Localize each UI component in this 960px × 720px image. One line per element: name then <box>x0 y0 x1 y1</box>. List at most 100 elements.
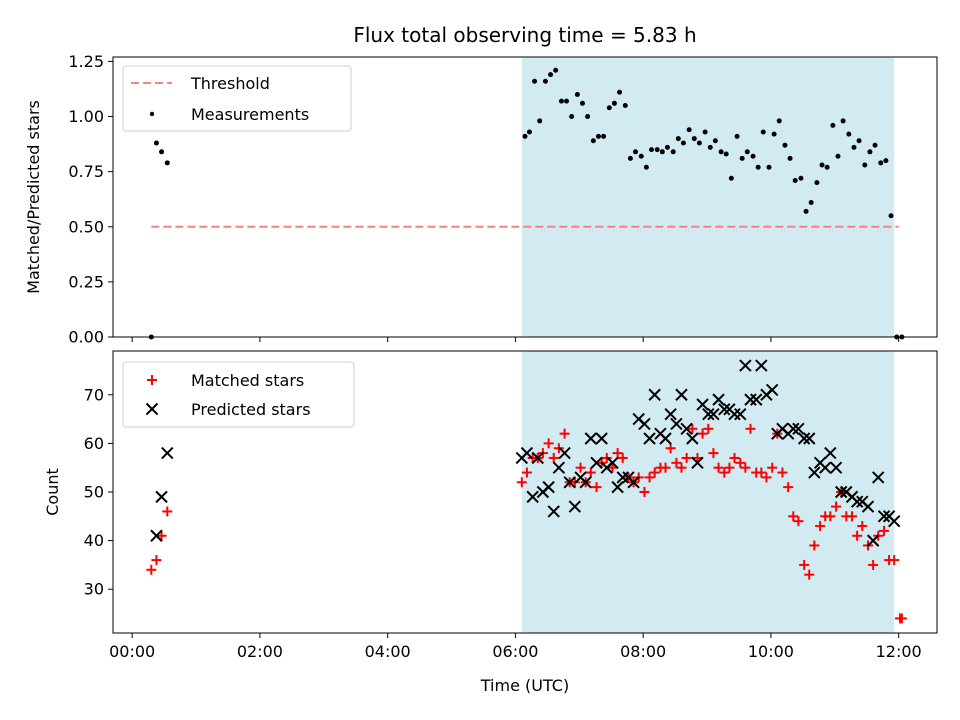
cross-b <box>824 446 837 460</box>
matched-point <box>521 467 532 478</box>
matched-point <box>671 457 682 468</box>
measurement-point <box>734 133 740 139</box>
measurement-point <box>153 140 159 146</box>
measurement-point <box>522 133 528 139</box>
matched-point <box>548 452 559 463</box>
top-y-axis-label: Matched/Predicted stars <box>24 100 43 294</box>
measurement-point <box>617 89 623 95</box>
measurement-point <box>776 118 782 124</box>
predicted-point <box>542 480 555 494</box>
matched-point <box>868 559 879 570</box>
measurement-point <box>755 164 761 170</box>
measurement-point <box>638 153 644 159</box>
cross-b <box>728 407 741 421</box>
measurement-point <box>712 138 718 144</box>
predicted-point <box>877 510 891 523</box>
bottom-x-ticks: 00:00 02:00 04:00 06:00 08:00 10:00 12:00 <box>109 633 922 661</box>
cross-b <box>850 495 864 508</box>
measurement-point <box>718 149 724 155</box>
predicted-point <box>755 359 768 372</box>
cross-b <box>680 422 693 436</box>
measurement-point <box>548 72 554 78</box>
measurement-point <box>670 149 676 155</box>
measurement-point <box>883 158 889 164</box>
predicted-point <box>638 417 651 431</box>
predicted-point <box>887 514 901 528</box>
measurement-point <box>574 91 580 97</box>
legend-predicted-swatch <box>145 402 159 416</box>
cross-b <box>675 388 688 401</box>
cross-b <box>568 500 582 513</box>
matched-point <box>162 506 173 517</box>
measurement-point <box>824 164 830 170</box>
matched-point <box>761 472 772 483</box>
cross-b <box>887 514 901 528</box>
predicted-point <box>670 417 683 431</box>
predicted-point <box>611 480 624 494</box>
cross-b <box>627 476 640 489</box>
measurement-point <box>686 127 692 133</box>
matched-point <box>591 482 602 493</box>
measurement-point <box>835 153 841 159</box>
predicted-point <box>643 432 656 445</box>
cross-b <box>611 480 624 494</box>
cross-b <box>734 407 747 421</box>
predicted-point <box>834 485 848 499</box>
measurement-point <box>633 149 639 155</box>
matched-point <box>745 423 756 434</box>
predicted-point <box>808 466 821 479</box>
predicted-point <box>547 505 560 518</box>
x-tick-label: 12:00 <box>876 642 922 661</box>
measurement-point <box>888 213 894 219</box>
observing-window-shade <box>521 57 895 337</box>
top-x-ticks <box>131 337 900 342</box>
legend-measurements-swatch <box>149 111 155 117</box>
cross-b <box>579 476 592 489</box>
measurement-point <box>585 114 591 120</box>
cross-b <box>161 446 174 460</box>
cross-b <box>755 359 768 372</box>
cross-b <box>606 456 619 470</box>
x-axis-label: Time (UTC) <box>480 676 569 695</box>
cross-b <box>834 485 848 499</box>
y-tick-label: 70 <box>84 385 104 404</box>
predicted-point <box>829 461 843 474</box>
measurement-point <box>787 155 793 161</box>
measurement-point <box>680 140 686 146</box>
x-tick-label: 10:00 <box>748 642 794 661</box>
matched-point <box>612 448 623 459</box>
measurement-point <box>643 164 649 170</box>
measurement-point <box>760 129 766 135</box>
cross-b <box>829 461 843 474</box>
measurement-point <box>606 105 612 111</box>
matched-point <box>575 462 586 473</box>
measurement-point <box>798 175 804 181</box>
measurement-point <box>595 133 601 139</box>
cross-b <box>531 451 544 465</box>
cross-b <box>803 432 816 445</box>
matched-point <box>665 443 676 454</box>
cross-b <box>765 383 779 397</box>
matched-point <box>799 559 810 570</box>
predicted-point <box>850 495 864 508</box>
top-y-ticks: 0.00 0.25 0.50 0.75 1.00 1.25 <box>68 52 113 347</box>
matched-point <box>713 462 724 473</box>
chart-title: Flux total observing time = 5.83 h <box>353 23 696 47</box>
predicted-point <box>787 422 800 436</box>
predicted-point <box>675 388 688 401</box>
measurement-point <box>532 78 538 84</box>
predicted-point <box>161 446 174 460</box>
y-tick-label: 1.25 <box>68 52 104 71</box>
measurement-point <box>622 103 628 109</box>
matched-point <box>777 467 788 478</box>
matched-point <box>793 516 804 527</box>
measurement-point <box>696 140 702 146</box>
legend-cross-marker <box>145 402 159 416</box>
cross-b <box>866 534 880 547</box>
predicted-point <box>744 393 757 406</box>
measurement-point <box>878 160 884 166</box>
y-tick-label: 60 <box>84 434 104 453</box>
matched-point <box>889 555 900 566</box>
matched-point <box>151 555 162 566</box>
matched-point <box>559 428 570 439</box>
